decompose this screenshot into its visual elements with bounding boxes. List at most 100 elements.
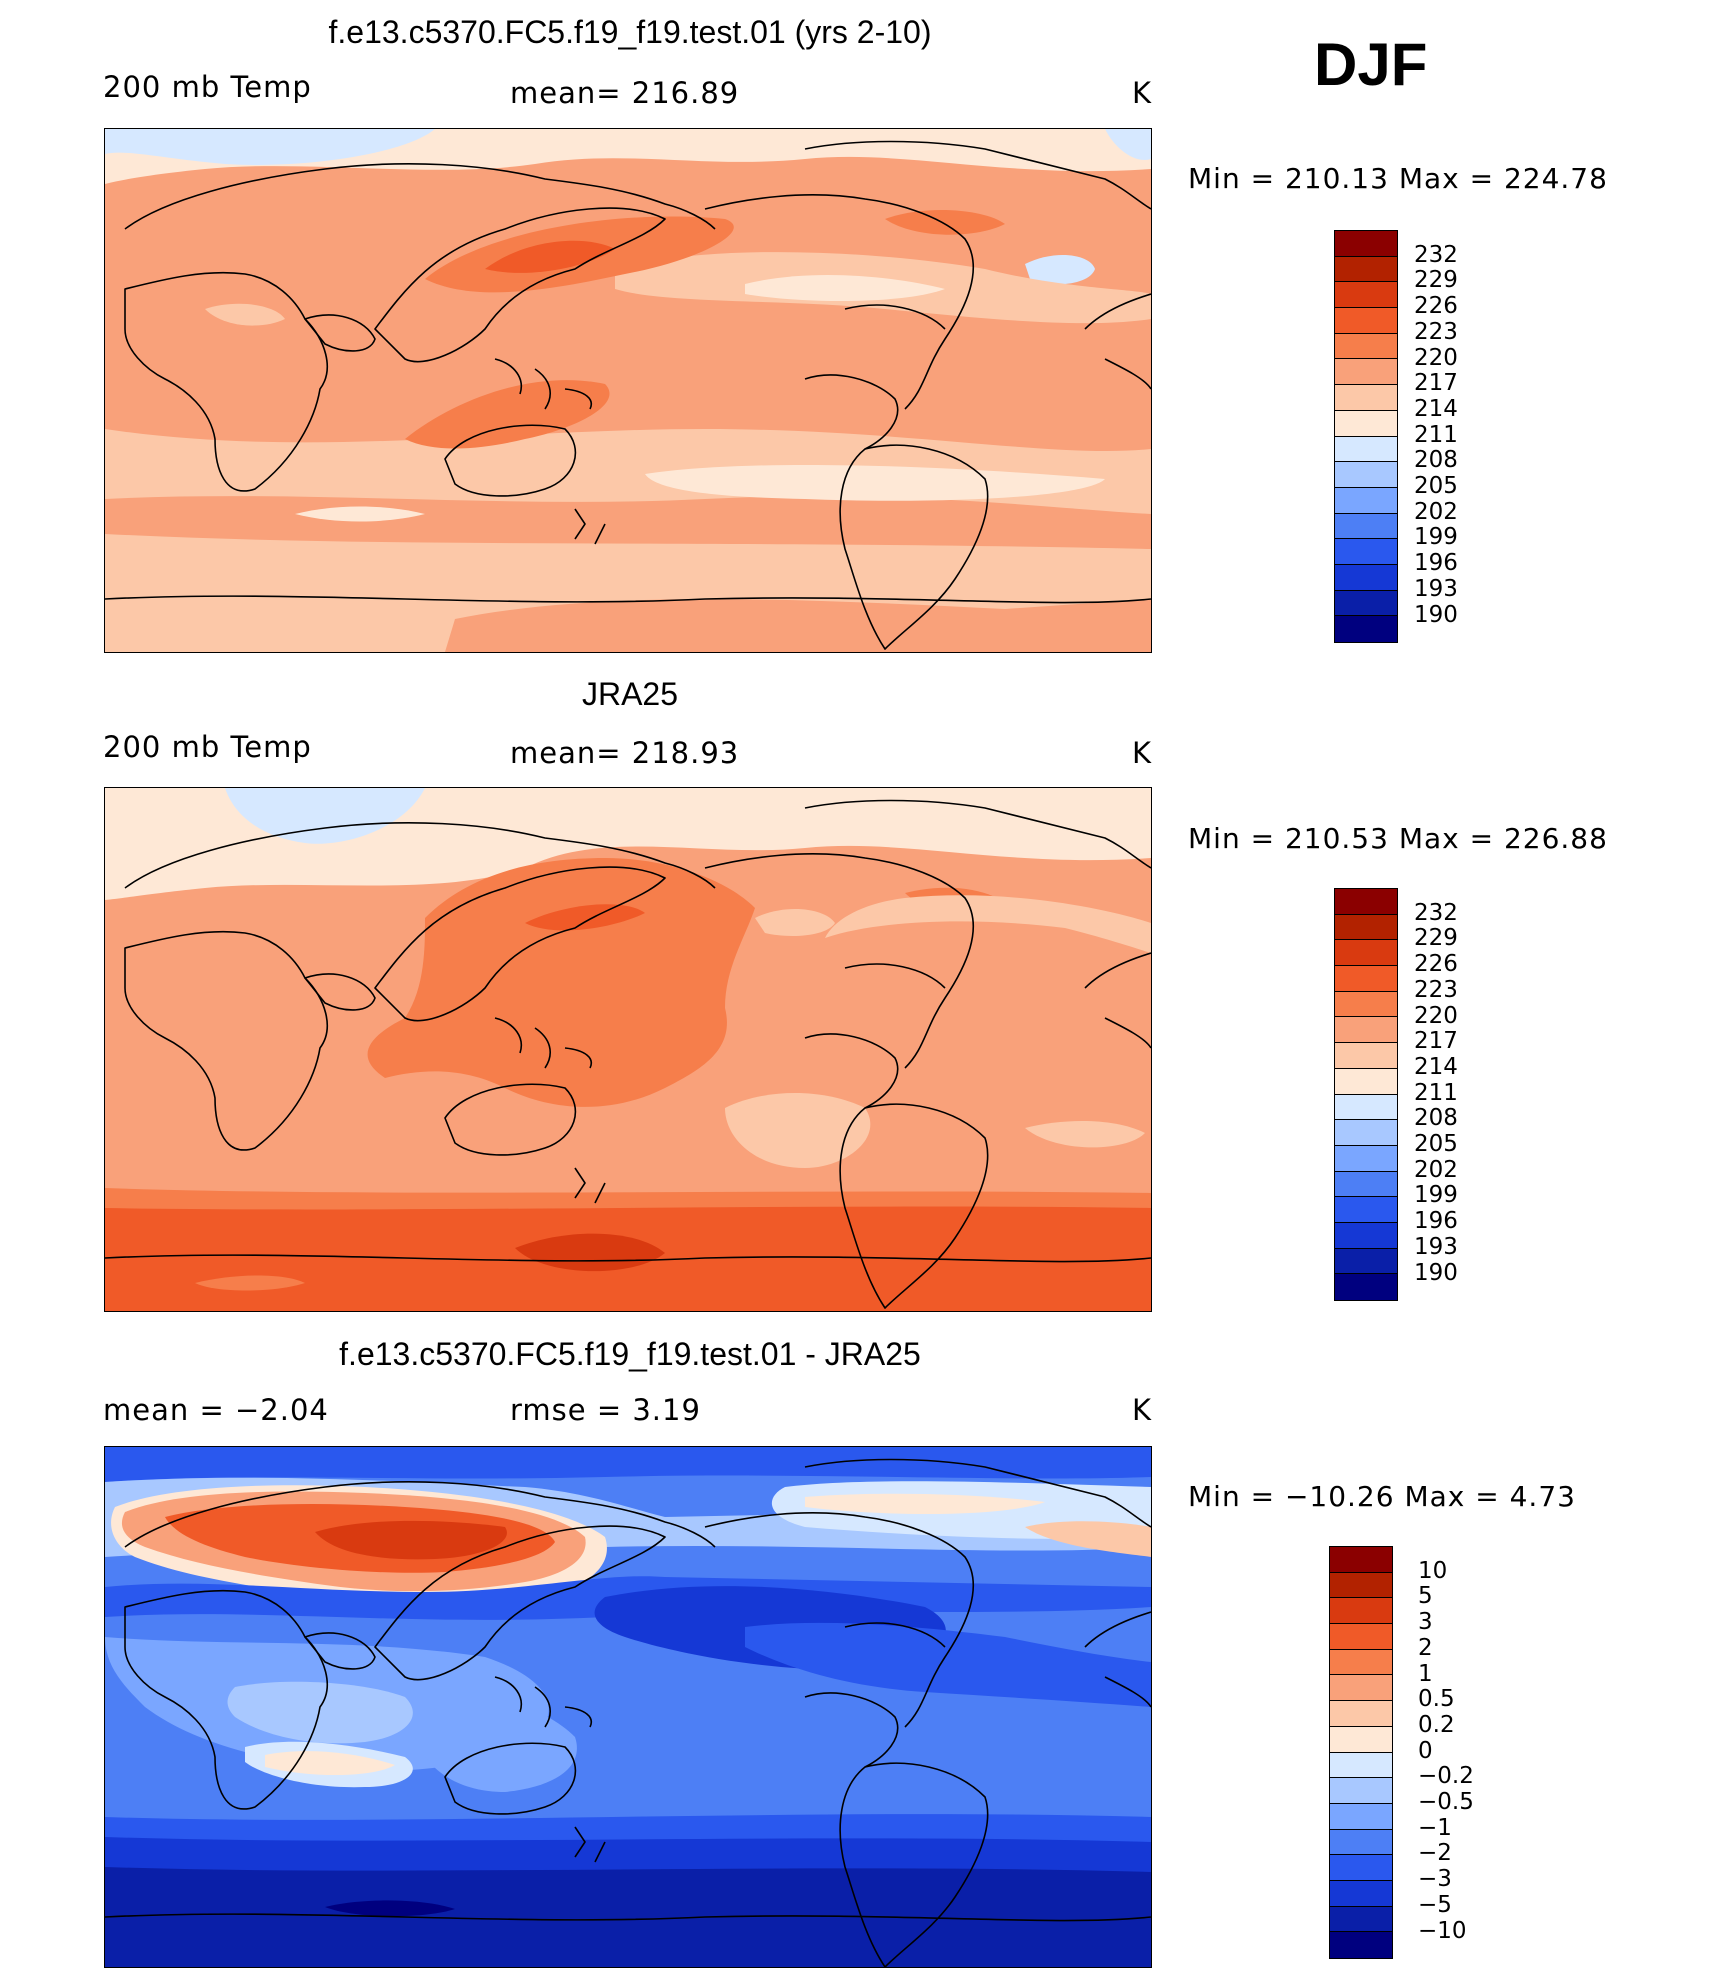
colorbar-swatch — [1330, 1701, 1392, 1727]
colorbar-swatch — [1335, 436, 1397, 463]
colorbar-swatch — [1335, 487, 1397, 514]
panel-2-map — [104, 787, 1152, 1312]
colorbar-label: 205 — [1414, 473, 1458, 499]
colorbar-label: 214 — [1414, 395, 1458, 422]
colorbar-label: 211 — [1414, 421, 1458, 448]
colorbar-swatch — [1330, 1726, 1392, 1753]
panel-2-title: JRA25 — [581, 676, 679, 712]
colorbar-swatch — [1330, 1649, 1392, 1676]
panel-1-contour-field — [105, 129, 1151, 652]
colorbar-swatch — [1330, 1547, 1392, 1573]
colorbar-label: 199 — [1414, 524, 1458, 551]
panel-3-mean-label: mean = −2.04 — [103, 1393, 329, 1427]
colorbar-label: 205 — [1414, 1131, 1458, 1157]
colorbar-label: 193 — [1414, 575, 1458, 602]
colorbar-swatch — [1330, 1906, 1392, 1933]
colorbar-swatch — [1335, 231, 1397, 257]
colorbar-swatch — [1335, 308, 1397, 334]
colorbar-label: 0.5 — [1418, 1686, 1455, 1713]
panel-2-colorbar — [1334, 888, 1398, 1301]
colorbar-label: 226 — [1414, 293, 1458, 320]
colorbar-swatch — [1335, 513, 1397, 540]
colorbar-label: 199 — [1414, 1182, 1458, 1209]
season-label: DJF — [1314, 31, 1428, 98]
colorbar-swatch — [1335, 616, 1397, 642]
panel-3-units-label: K — [1132, 1393, 1153, 1427]
colorbar-label: 223 — [1414, 976, 1458, 1003]
colorbar-swatch — [1335, 940, 1397, 967]
colorbar-swatch — [1335, 385, 1397, 411]
colorbar-swatch — [1330, 1598, 1392, 1625]
panel-1-map — [104, 128, 1152, 653]
panel-2-units-label: K — [1132, 736, 1153, 770]
colorbar-label: 232 — [1414, 241, 1458, 268]
colorbar-label: 193 — [1414, 1233, 1458, 1260]
panel-1-variable-label: 200 mb Temp — [103, 70, 312, 104]
colorbar-swatch — [1335, 359, 1397, 386]
colorbar-label: −0.2 — [1418, 1763, 1474, 1790]
colorbar-swatch — [1335, 410, 1397, 437]
colorbar-label: 3 — [1418, 1609, 1433, 1636]
colorbar-label: 220 — [1414, 344, 1458, 371]
panel-3-rmse-label: rmse = 3.19 — [510, 1393, 701, 1427]
colorbar-label: 196 — [1414, 550, 1458, 577]
panel-1-title: f.e13.c5370.FC5.f19_f19.test.01 (yrs 2-1… — [328, 14, 932, 50]
panel-3-colorbar — [1329, 1546, 1393, 1959]
colorbar-swatch — [1335, 1043, 1397, 1069]
colorbar-swatch — [1335, 1068, 1397, 1095]
colorbar-label: 208 — [1414, 447, 1458, 474]
colorbar-swatch — [1335, 889, 1397, 915]
colorbar-swatch — [1330, 1624, 1392, 1650]
colorbar-label: 226 — [1414, 951, 1458, 978]
colorbar-swatch — [1335, 1145, 1397, 1172]
colorbar-label: 223 — [1414, 318, 1458, 345]
colorbar-label: 217 — [1414, 370, 1458, 397]
colorbar-swatch — [1330, 1803, 1392, 1830]
colorbar-swatch — [1330, 1752, 1392, 1779]
panel-3-minmax: Min = −10.26 Max = 4.73 — [1188, 1480, 1576, 1513]
colorbar-swatch — [1335, 564, 1397, 591]
colorbar-label: 214 — [1414, 1053, 1458, 1080]
panel-3-map — [104, 1446, 1152, 1968]
colorbar-swatch — [1335, 1197, 1397, 1223]
colorbar-swatch — [1330, 1572, 1392, 1599]
colorbar-swatch — [1330, 1855, 1392, 1881]
colorbar-swatch — [1335, 991, 1397, 1018]
colorbar-label: 196 — [1414, 1208, 1458, 1235]
panel-2-minmax: Min = 210.53 Max = 226.88 — [1188, 822, 1608, 855]
colorbar-swatch — [1335, 256, 1397, 283]
colorbar-label: 5 — [1418, 1583, 1433, 1610]
colorbar-swatch — [1330, 1829, 1392, 1856]
colorbar-swatch — [1335, 1222, 1397, 1249]
colorbar-swatch — [1335, 1120, 1397, 1146]
panel-1-mean-label: mean= 216.89 — [510, 76, 740, 110]
colorbar-swatch — [1335, 1094, 1397, 1121]
colorbar-label: 229 — [1414, 267, 1458, 294]
colorbar-swatch — [1335, 1274, 1397, 1300]
colorbar-label: −5 — [1418, 1891, 1452, 1918]
colorbar-swatch — [1330, 1932, 1392, 1958]
colorbar-label: 202 — [1414, 498, 1458, 525]
colorbar-swatch — [1330, 1778, 1392, 1804]
colorbar-swatch — [1335, 539, 1397, 565]
colorbar-swatch — [1335, 333, 1397, 360]
colorbar-label: −2 — [1418, 1840, 1452, 1867]
colorbar-swatch — [1335, 1017, 1397, 1044]
panel-3-title: f.e13.c5370.FC5.f19_f19.test.01 - JRA25 — [339, 1336, 921, 1372]
colorbar-swatch — [1335, 282, 1397, 309]
panel-2-contour-field — [105, 788, 1151, 1311]
colorbar-swatch — [1335, 462, 1397, 488]
colorbar-label: 1 — [1418, 1660, 1433, 1687]
colorbar-label: −1 — [1418, 1814, 1452, 1841]
colorbar-label: 0 — [1418, 1737, 1433, 1764]
colorbar-label: −10 — [1418, 1917, 1467, 1944]
colorbar-swatch — [1335, 966, 1397, 992]
colorbar-label: 232 — [1414, 899, 1458, 926]
colorbar-label: 190 — [1414, 601, 1458, 628]
colorbar-label: 220 — [1414, 1002, 1458, 1029]
panel-3-contour-field — [105, 1447, 1151, 1967]
panel-1-colorbar — [1334, 230, 1398, 643]
panel-1-units-label: K — [1132, 76, 1153, 110]
colorbar-label: 217 — [1414, 1028, 1458, 1055]
colorbar-label: 208 — [1414, 1105, 1458, 1132]
